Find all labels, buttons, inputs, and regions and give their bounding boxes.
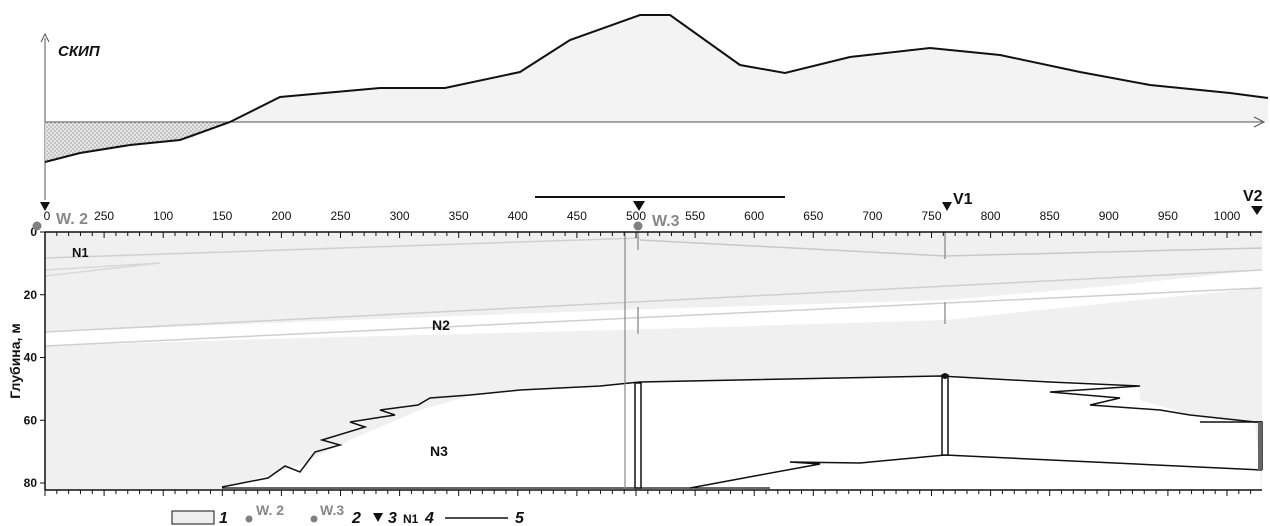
x-tick-label: 900 <box>1099 209 1119 223</box>
x-tick-label: 750 <box>921 209 941 223</box>
legend-triangle <box>373 513 383 522</box>
y-ticks: 0 20 40 60 80 <box>24 225 45 490</box>
layer-label-n3: N3 <box>430 443 448 459</box>
well-label-w2: W. 2 <box>56 211 88 228</box>
y-tick-label: 60 <box>24 413 38 427</box>
layer-block-right-bar <box>1258 422 1262 470</box>
x-tick-label: 150 <box>212 209 232 223</box>
x-tick-label: 250 <box>94 209 114 223</box>
legend-number-5: 5 <box>515 510 525 526</box>
y-tick-label: 40 <box>24 351 38 365</box>
x-tick-label: 250 <box>330 209 350 223</box>
well-label-w3: W.3 <box>652 213 680 230</box>
x-tick-label: 500 <box>626 209 646 223</box>
x-tick-label: 650 <box>803 209 823 223</box>
borehole-v1 <box>941 232 949 456</box>
profile-y-arrow <box>40 32 50 43</box>
layer-band-n2 <box>45 270 1262 346</box>
legend: 1 W. 2 W.3 2 3 N1 4 5 <box>171 502 525 526</box>
marker-triangle-v1 <box>942 202 952 211</box>
x-tick-label: 450 <box>567 209 587 223</box>
x-tick-label: 300 <box>390 209 410 223</box>
layer-line-n1-c <box>44 262 161 277</box>
depth-section: 0 250 100 150 200 250 300 350 400 450 500 550 600 650… <box>7 209 1263 496</box>
x-tick-label: 950 <box>1158 209 1178 223</box>
well-marker-w2 <box>32 221 42 231</box>
layer-boundary-n3-right <box>639 375 1262 423</box>
layer-region-n3 <box>222 376 1262 490</box>
y-tick-label: 20 <box>24 288 38 302</box>
legend-sample-n1: N1 <box>403 512 419 526</box>
point-label-v1: V1 <box>953 191 973 208</box>
x-tick-label: 100 <box>153 209 173 223</box>
x-tick-label: 200 <box>271 209 291 223</box>
x-tick-label: 850 <box>1040 209 1060 223</box>
profile-negative-area <box>45 122 230 162</box>
point-label-v2: V2 <box>1243 188 1263 205</box>
x-tick-label: 1000 <box>1214 209 1241 223</box>
profile-label: СКИП <box>58 43 101 60</box>
x-tick-label: 700 <box>862 209 882 223</box>
x-tick-label: 0 <box>44 209 51 223</box>
legend-number-3: 3 <box>388 510 397 526</box>
profile-positive-area <box>230 15 1268 122</box>
profile-x-arrow <box>1253 116 1266 128</box>
x-tick-labels: 0 250 100 150 200 250 300 350 400 450 500 550 600 650… <box>44 209 1241 223</box>
profile-curve <box>44 14 1269 163</box>
layer-line-n1-a <box>44 237 641 259</box>
borehole-v1-shaft <box>941 374 949 456</box>
legend-number-2: 2 <box>351 510 361 526</box>
profile-plot: СКИП <box>40 14 1269 200</box>
x-tick-label: 350 <box>449 209 469 223</box>
legend-swatch-1 <box>171 510 215 525</box>
borehole-w3 <box>634 232 642 489</box>
marker-triangle-v2 <box>1251 206 1263 215</box>
marker-triangle-500 <box>633 201 645 211</box>
layer-label-n2: N2 <box>432 317 450 333</box>
legend-sample-w3: W.3 <box>320 502 344 518</box>
section-ylabel: Глубина, м <box>7 323 23 398</box>
layer-label-n1: N1 <box>72 245 89 260</box>
layer-line-n2-bottom <box>44 287 1263 347</box>
legend-number-1: 1 <box>219 510 228 526</box>
x-minor-ticks <box>44 232 1252 496</box>
marker-triangle-0 <box>40 202 50 211</box>
y-tick-label: 80 <box>24 476 38 490</box>
borehole-v1-cap <box>942 373 948 379</box>
well-marker-w3 <box>633 221 643 231</box>
x-tick-label: 550 <box>685 209 705 223</box>
legend-well-marker-1 <box>245 515 253 523</box>
x-tick-label: 400 <box>508 209 528 223</box>
layer-boundary-n3-left <box>221 381 641 488</box>
y-tick-label: 0 <box>30 225 37 239</box>
x-tick-label: 800 <box>981 209 1001 223</box>
borehole-w3-shaft <box>634 382 642 489</box>
layer-line-n2-top <box>44 269 1263 333</box>
legend-number-4: 4 <box>424 510 434 526</box>
legend-sample-w2: W. 2 <box>256 502 284 518</box>
x-tick-label: 600 <box>744 209 764 223</box>
legend-well-marker-2 <box>310 515 318 523</box>
